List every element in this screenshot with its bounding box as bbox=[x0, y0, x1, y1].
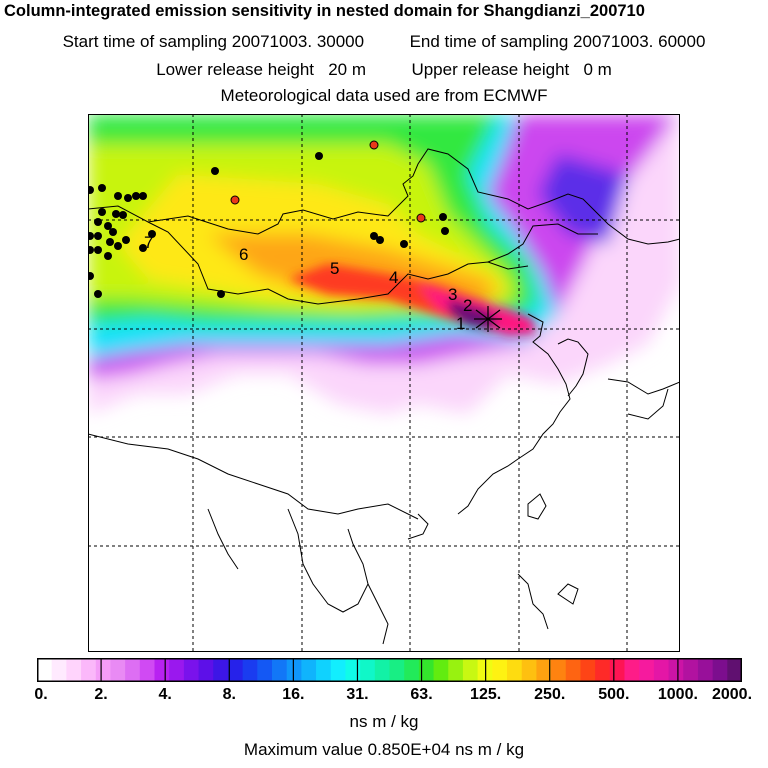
cluster-points bbox=[88, 152, 449, 298]
map-frame bbox=[88, 114, 680, 652]
colorbar-swatch bbox=[125, 658, 141, 682]
colorbar-swatch bbox=[257, 658, 273, 682]
colorbar bbox=[37, 658, 742, 682]
colorbar-swatch bbox=[521, 658, 537, 682]
day-label-1: 1 bbox=[456, 314, 465, 333]
day-label-4: 4 bbox=[389, 268, 398, 287]
colorbar-swatch bbox=[609, 658, 626, 682]
colorbar-units: ns m / kg bbox=[349, 712, 419, 731]
colorbar-tick-label: 500. bbox=[598, 686, 630, 703]
colorbar-tick-label: 1000. bbox=[657, 686, 698, 703]
colorbar-tick-label: 4. bbox=[158, 686, 172, 703]
colorbar-swatch bbox=[330, 658, 347, 682]
colorbar-swatch bbox=[712, 658, 728, 682]
colorbar-swatch bbox=[727, 658, 742, 682]
colorbar-tick-label: 2000. bbox=[711, 686, 753, 703]
colorbar-swatch bbox=[301, 658, 317, 682]
colorbar-swatch bbox=[404, 658, 420, 682]
colorbar-swatch bbox=[213, 658, 229, 682]
colorbar-swatch bbox=[448, 658, 464, 682]
colorbar-tick-label: 0. bbox=[34, 686, 48, 703]
colorbar-swatch bbox=[536, 658, 552, 682]
upper-height-label: Upper release height bbox=[411, 60, 570, 79]
colorbar-swatch bbox=[154, 658, 170, 682]
colorbar-swatch bbox=[286, 658, 302, 682]
colorbar-swatch bbox=[316, 658, 332, 682]
colorbar-tick-label: 63. bbox=[410, 686, 433, 703]
colorbar-swatch bbox=[389, 658, 405, 682]
day-label-3: 3 bbox=[448, 285, 457, 304]
colorbar-swatch bbox=[95, 658, 112, 682]
colorbar-swatch bbox=[697, 658, 714, 682]
colorbar-swatch bbox=[183, 658, 200, 682]
colorbar-swatch bbox=[595, 658, 611, 682]
colorbar-border bbox=[37, 658, 742, 682]
colorbar-swatch bbox=[37, 658, 53, 682]
colorbar-swatch bbox=[242, 658, 258, 682]
lat-lon-grid bbox=[88, 114, 680, 652]
colorbar-tick-label: 8. bbox=[222, 686, 236, 703]
colorbar-swatch bbox=[624, 658, 640, 682]
colorbar-swatch bbox=[81, 658, 97, 682]
day-label-6: 6 bbox=[239, 245, 248, 264]
colorbar-swatch bbox=[653, 658, 670, 682]
colorbar-swatch bbox=[139, 658, 156, 682]
met-data-line: Meteorological data used are from ECMWF bbox=[220, 86, 548, 105]
emission-sensitivity-map: 1 2 3 4 5 6 7 bbox=[88, 114, 680, 652]
day-label-7: 7 bbox=[144, 233, 153, 252]
colorbar-swatch bbox=[462, 658, 479, 682]
colorbar-tick-label: 125. bbox=[470, 686, 502, 703]
colorbar-swatch bbox=[668, 658, 684, 682]
sampling-time-line: Start time of sampling 20071003. 30000 E… bbox=[0, 32, 768, 52]
colorbar-swatch bbox=[360, 658, 376, 682]
colorbar-swatch bbox=[169, 658, 185, 682]
colorbar-swatch bbox=[418, 658, 435, 682]
colorbar-swatch bbox=[66, 658, 82, 682]
colorbar-tick-label: 16. bbox=[282, 686, 305, 703]
start-time-label: Start time of sampling bbox=[62, 32, 227, 51]
colorbar-tick-label: 250. bbox=[534, 686, 566, 703]
release-height-line: Lower release height 20 m Upper release … bbox=[0, 60, 768, 80]
upper-height-value: 0 m bbox=[583, 60, 612, 79]
colorbar-swatch bbox=[110, 658, 126, 682]
colorbar-swatch bbox=[639, 658, 655, 682]
colorbar-swatch bbox=[374, 658, 391, 682]
maximum-value-line: Maximum value 0.850E+04 ns m / kg bbox=[243, 740, 525, 759]
day-labels: 1 2 3 4 5 6 7 bbox=[144, 233, 472, 333]
day-label-2: 2 bbox=[463, 296, 472, 315]
coastlines-borders bbox=[88, 148, 680, 645]
colorbar-swatch bbox=[433, 658, 449, 682]
colorbar-swatch bbox=[580, 658, 596, 682]
lower-height-value: 20 m bbox=[328, 60, 366, 79]
colorbar-swatch bbox=[565, 658, 582, 682]
end-time-label: End time of sampling bbox=[409, 32, 569, 51]
colorbar-tick-label: 31. bbox=[346, 686, 369, 703]
sensitivity-field bbox=[88, 114, 680, 414]
start-time-value: 20071003. 30000 bbox=[231, 32, 365, 51]
colorbar-swatch bbox=[198, 658, 214, 682]
highlighted-cluster-points bbox=[230, 140, 426, 223]
end-time-value: 20071003. 60000 bbox=[573, 32, 706, 51]
colorbar-swatch bbox=[345, 658, 361, 682]
colorbar-swatch bbox=[551, 658, 567, 682]
colorbar-swatch bbox=[492, 658, 508, 682]
colorbar-swatch bbox=[683, 658, 699, 682]
lower-height-label: Lower release height bbox=[156, 60, 315, 79]
day-label-5: 5 bbox=[330, 259, 339, 278]
colorbar-swatch bbox=[227, 658, 244, 682]
receptor-star-icon bbox=[474, 306, 502, 332]
colorbar-tick-label: 2. bbox=[94, 686, 108, 703]
colorbar-swatch bbox=[272, 658, 288, 682]
colorbar-swatch bbox=[51, 658, 67, 682]
colorbar-swatch bbox=[507, 658, 523, 682]
plot-title: Column-integrated emission sensitivity i… bbox=[4, 2, 645, 20]
